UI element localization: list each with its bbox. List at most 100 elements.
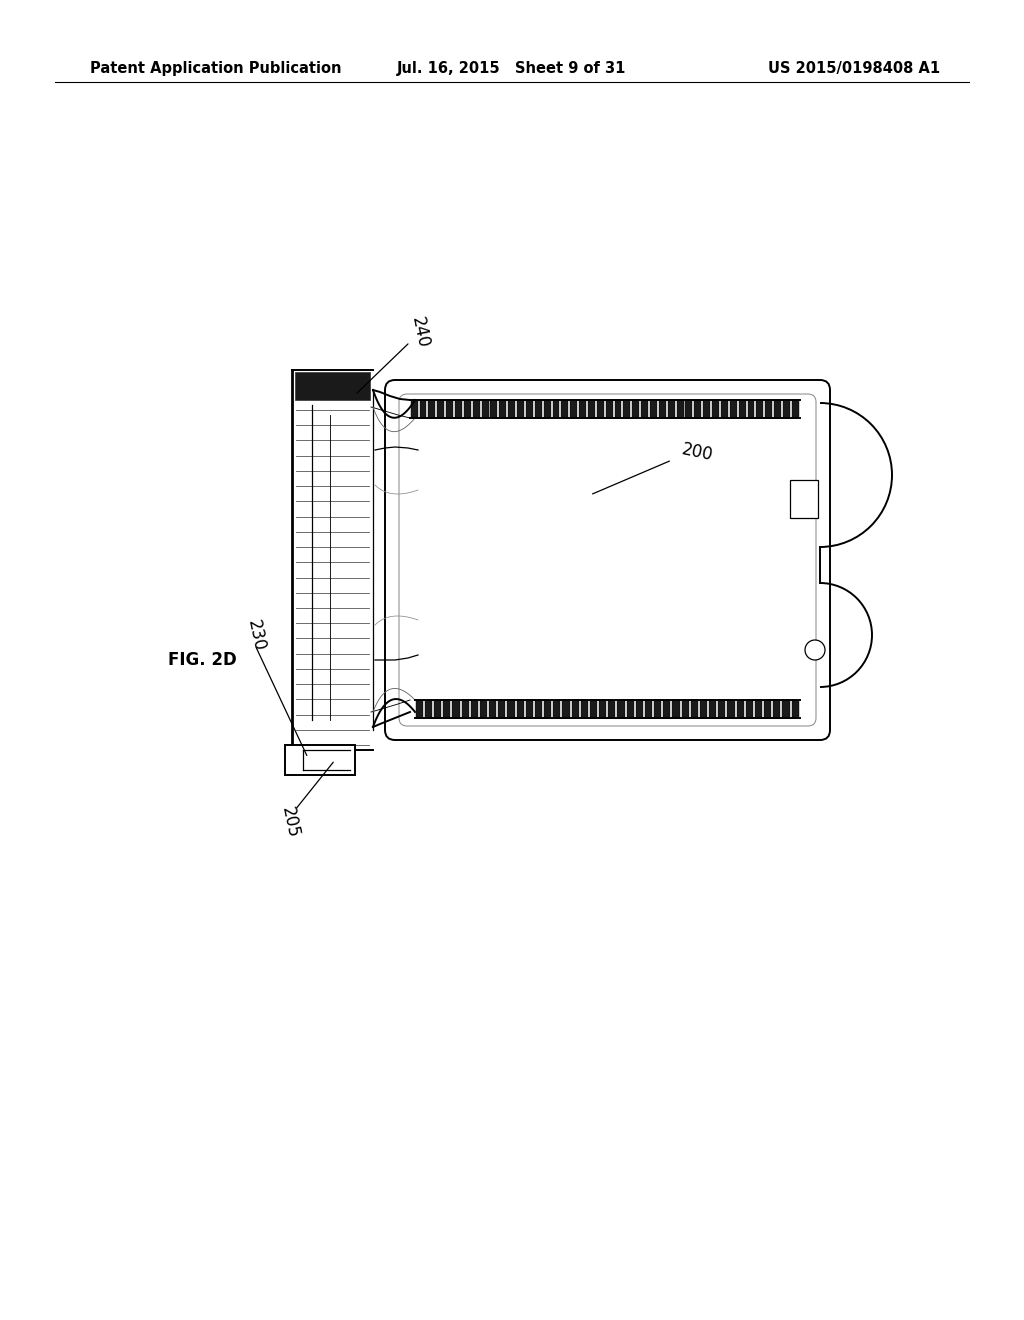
Bar: [703, 400, 710, 418]
Bar: [517, 400, 524, 418]
Text: 200: 200: [680, 440, 715, 465]
Bar: [712, 400, 719, 418]
Bar: [764, 700, 771, 718]
Bar: [553, 400, 559, 418]
Bar: [606, 400, 612, 418]
Bar: [757, 400, 763, 418]
Bar: [699, 700, 707, 718]
Bar: [455, 400, 462, 418]
Bar: [508, 700, 514, 718]
Bar: [614, 400, 622, 418]
Bar: [718, 700, 725, 718]
Bar: [645, 700, 652, 718]
Bar: [570, 400, 578, 418]
Bar: [443, 700, 451, 718]
Bar: [285, 744, 355, 775]
Bar: [516, 700, 523, 718]
Bar: [295, 372, 370, 400]
Bar: [641, 400, 648, 418]
Bar: [471, 700, 478, 718]
Bar: [453, 700, 460, 718]
Bar: [709, 700, 716, 718]
Bar: [664, 700, 671, 718]
Bar: [792, 700, 799, 718]
Bar: [632, 400, 639, 418]
Bar: [727, 700, 734, 718]
Bar: [562, 700, 569, 718]
Bar: [499, 700, 506, 718]
Bar: [608, 700, 615, 718]
Bar: [730, 400, 736, 418]
Bar: [535, 400, 542, 418]
Bar: [508, 400, 515, 418]
Bar: [774, 400, 781, 418]
Bar: [736, 700, 743, 718]
Bar: [544, 700, 551, 718]
Bar: [745, 700, 753, 718]
Text: 230: 230: [244, 618, 268, 652]
Bar: [685, 400, 692, 418]
Bar: [500, 400, 506, 418]
Bar: [658, 400, 666, 418]
Bar: [765, 400, 772, 418]
Bar: [561, 400, 568, 418]
Bar: [755, 700, 762, 718]
Bar: [411, 400, 418, 418]
Bar: [437, 400, 444, 418]
Bar: [535, 700, 542, 718]
Bar: [682, 700, 689, 718]
Bar: [434, 700, 441, 718]
Bar: [553, 700, 560, 718]
Bar: [416, 700, 423, 718]
Bar: [738, 400, 745, 418]
Text: US 2015/0198408 A1: US 2015/0198408 A1: [768, 61, 940, 75]
Bar: [617, 700, 625, 718]
Bar: [446, 400, 453, 418]
Bar: [599, 700, 606, 718]
Bar: [588, 400, 595, 418]
Text: 240: 240: [408, 314, 432, 350]
Bar: [464, 400, 471, 418]
Bar: [525, 700, 532, 718]
Bar: [654, 700, 662, 718]
Bar: [480, 700, 487, 718]
Bar: [590, 700, 597, 718]
Text: Jul. 16, 2015   Sheet 9 of 31: Jul. 16, 2015 Sheet 9 of 31: [397, 61, 627, 75]
Circle shape: [805, 640, 825, 660]
Bar: [650, 400, 657, 418]
Bar: [782, 700, 790, 718]
Bar: [580, 400, 586, 418]
Bar: [773, 700, 780, 718]
Bar: [636, 700, 643, 718]
Bar: [473, 400, 479, 418]
FancyBboxPatch shape: [385, 380, 830, 741]
Bar: [721, 400, 728, 418]
Text: 205: 205: [278, 805, 302, 840]
FancyBboxPatch shape: [399, 393, 816, 726]
Bar: [581, 700, 588, 718]
Bar: [677, 400, 684, 418]
Bar: [691, 700, 698, 718]
Bar: [668, 400, 675, 418]
Bar: [420, 400, 426, 418]
Bar: [792, 400, 799, 418]
Bar: [425, 700, 432, 718]
Bar: [624, 400, 631, 418]
Bar: [490, 400, 498, 418]
Bar: [462, 700, 469, 718]
Bar: [428, 400, 435, 418]
Bar: [627, 700, 634, 718]
Bar: [694, 400, 701, 418]
Bar: [571, 700, 579, 718]
Bar: [790, 480, 818, 517]
Bar: [544, 400, 551, 418]
Text: Patent Application Publication: Patent Application Publication: [90, 61, 341, 75]
Bar: [489, 700, 497, 718]
Bar: [783, 400, 790, 418]
Bar: [481, 400, 488, 418]
Bar: [673, 700, 680, 718]
Bar: [748, 400, 755, 418]
Bar: [526, 400, 532, 418]
Text: FIG. 2D: FIG. 2D: [168, 651, 237, 669]
Bar: [597, 400, 604, 418]
